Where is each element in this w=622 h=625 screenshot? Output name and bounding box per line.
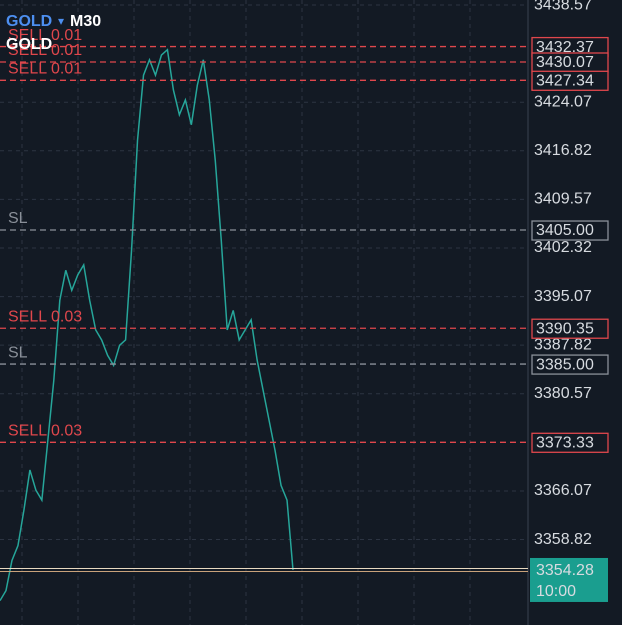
y-tick-label: 3424.07: [534, 93, 592, 110]
order-price-label: 3430.07: [536, 54, 594, 71]
y-tick-label: 3438.57: [534, 0, 592, 13]
y-tick-label: 3380.57: [534, 385, 592, 402]
current-price-box: [530, 557, 608, 602]
symbol-label: GOLD: [6, 36, 52, 53]
y-tick-label: 3387.82: [534, 336, 592, 353]
dropdown[interactable]: ▾: [58, 14, 64, 28]
symbol[interactable]: GOLD: [6, 13, 52, 30]
order-price-box: [531, 354, 609, 375]
y-tick-label: 3395.07: [534, 288, 592, 305]
y-tick-label: 3366.07: [534, 482, 592, 499]
order-price-box: [531, 70, 609, 91]
y-tick-label: 3358.82: [534, 531, 592, 548]
y-tick-label: 3416.82: [534, 142, 592, 159]
order-price-box: [531, 220, 609, 241]
order-price-label: 3432.37: [536, 39, 594, 56]
current-price-label: 3354.28: [536, 562, 594, 579]
price-line: [0, 48, 294, 602]
order-label: SELL 0.03: [8, 423, 82, 440]
y-tick-label: 3409.57: [534, 191, 592, 208]
order-label: SL: [8, 344, 28, 361]
order-price-label: 3385.00: [536, 356, 594, 373]
order-label: SELL 0.03: [8, 308, 82, 325]
order-price-label: 3427.34: [536, 73, 594, 90]
timeframe[interactable]: M30: [70, 13, 101, 30]
order-label: SELL 0.01: [8, 27, 82, 44]
order-price-label: 3373.33: [536, 435, 594, 452]
order-price-box: [531, 432, 609, 453]
current-time-label: 10:00: [536, 583, 576, 600]
order-label: SELL 0.01: [8, 61, 82, 78]
y-tick-label: 3402.32: [534, 239, 592, 256]
order-label: SELL 0.01: [8, 42, 82, 59]
order-price-label: 3405.00: [536, 222, 594, 239]
order-price-box: [531, 318, 609, 339]
order-price-label: 3390.35: [536, 320, 594, 337]
order-label: SL: [8, 210, 28, 227]
